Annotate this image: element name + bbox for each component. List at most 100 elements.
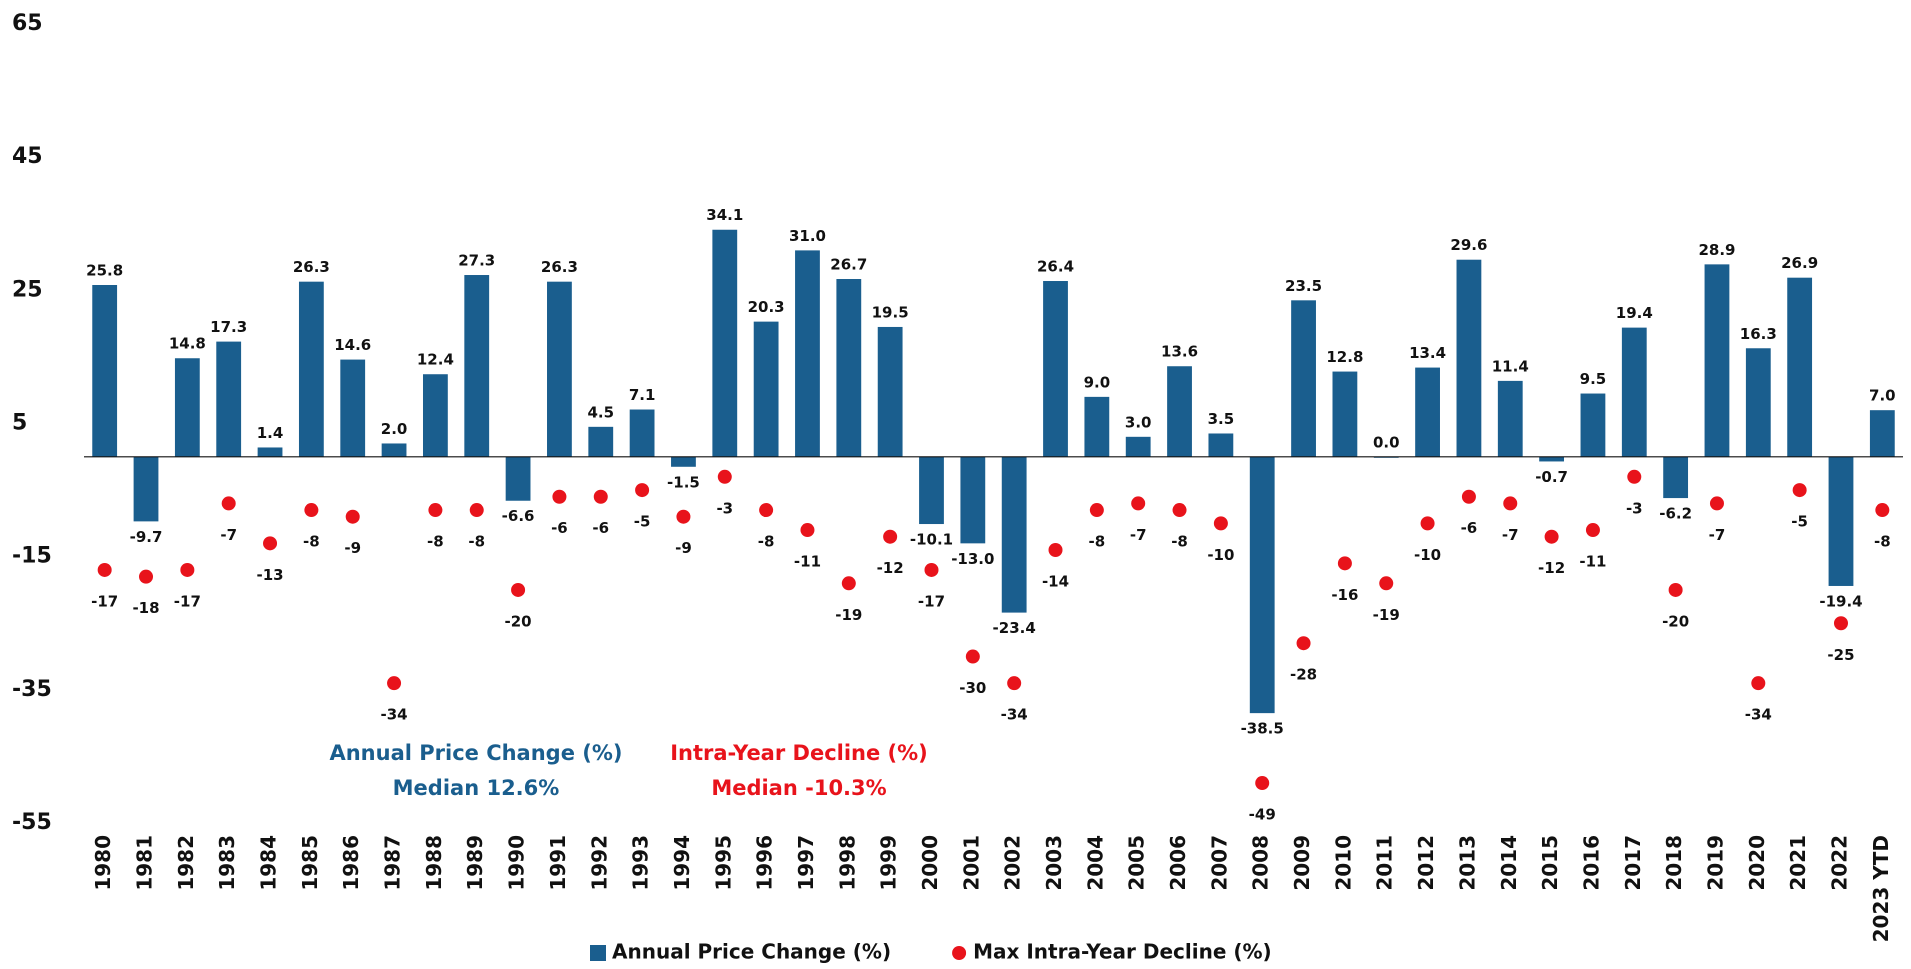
bar xyxy=(1539,456,1565,462)
x-tick-label: 1999 xyxy=(877,835,901,891)
dot xyxy=(593,489,608,504)
dot xyxy=(1255,776,1270,791)
dot-value-label: -13 xyxy=(256,566,283,584)
bar xyxy=(1291,300,1316,457)
legend-label: Max Intra-Year Decline (%) xyxy=(973,940,1272,964)
dot-value-label: -20 xyxy=(505,612,532,630)
bar-value-label: -6.6 xyxy=(502,507,535,525)
x-tick-label: 2000 xyxy=(918,835,942,891)
dot-value-label: -8 xyxy=(1874,533,1891,551)
dot-value-label: -6 xyxy=(592,519,609,537)
bar-value-label: 7.0 xyxy=(1869,387,1896,405)
bar xyxy=(877,326,903,457)
bar-value-label: 19.5 xyxy=(872,303,909,321)
x-tick-label: 2006 xyxy=(1166,835,1190,891)
bar-value-label: 19.4 xyxy=(1616,304,1653,322)
dot-value-label: -18 xyxy=(132,599,159,617)
x-tick-label: 1998 xyxy=(835,835,859,891)
dot xyxy=(1007,676,1022,691)
bar-value-label: 17.3 xyxy=(210,318,247,336)
x-tick-label: 2011 xyxy=(1373,835,1397,891)
y-tick-label: 65 xyxy=(12,11,43,36)
x-tick-label: 2001 xyxy=(959,835,983,891)
bar-value-label: -6.2 xyxy=(1659,505,1692,523)
bar xyxy=(919,456,944,525)
x-tick-label: 2023 YTD xyxy=(1869,835,1893,942)
bar xyxy=(1249,456,1275,714)
x-tick-label: 2009 xyxy=(1290,835,1314,891)
x-tick-label: 1991 xyxy=(546,835,570,891)
dot-value-label: -8 xyxy=(427,533,444,551)
dot-value-label: -11 xyxy=(794,553,821,571)
x-tick-label: 2005 xyxy=(1125,835,1149,891)
bar xyxy=(1167,366,1192,457)
x-tick-label: 1982 xyxy=(174,835,198,891)
bar-value-label: 2.0 xyxy=(381,420,408,438)
bar-value-label: 3.0 xyxy=(1125,413,1152,431)
dot xyxy=(1668,582,1683,597)
dot xyxy=(1172,503,1187,518)
dot xyxy=(883,529,898,544)
bar xyxy=(629,409,655,457)
bar-value-label: 34.1 xyxy=(706,206,743,224)
x-tick-label: 1980 xyxy=(91,835,115,891)
bar-value-label: -10.1 xyxy=(910,531,953,549)
dot-value-label: -7 xyxy=(1709,526,1726,544)
dot xyxy=(1585,523,1600,538)
y-tick-label: -35 xyxy=(12,677,52,702)
bar xyxy=(422,374,448,457)
bar-value-label: 26.3 xyxy=(541,258,578,276)
dot xyxy=(1089,503,1104,518)
bar xyxy=(1869,410,1895,457)
dot-value-label: -10 xyxy=(1207,546,1234,564)
bar-value-label: 27.3 xyxy=(458,252,495,270)
dot xyxy=(1213,516,1228,531)
dot xyxy=(924,562,939,577)
bar-value-label: 26.7 xyxy=(830,256,867,274)
dot-value-label: -30 xyxy=(959,679,986,697)
bar xyxy=(1415,367,1440,457)
x-tick-label: 2008 xyxy=(1249,835,1273,891)
bar-value-label: 23.5 xyxy=(1285,277,1322,295)
bar xyxy=(1125,436,1151,457)
dot-value-label: -19 xyxy=(835,606,862,624)
bar-value-label: 12.8 xyxy=(1326,348,1363,366)
dot xyxy=(841,576,856,591)
bar xyxy=(1497,380,1523,457)
dot-value-label: -3 xyxy=(716,499,733,517)
x-tick-label: 2012 xyxy=(1414,835,1438,891)
dot xyxy=(1751,676,1766,691)
dot-value-label: -17 xyxy=(174,592,201,610)
dot xyxy=(1337,556,1352,571)
bar-value-label: 16.3 xyxy=(1740,325,1777,343)
x-tick-label: 1989 xyxy=(463,835,487,891)
bar-value-label: 13.4 xyxy=(1409,344,1446,362)
dot-value-label: -34 xyxy=(381,706,408,724)
dot xyxy=(1875,503,1890,518)
bar xyxy=(1663,456,1689,499)
bar xyxy=(1001,456,1027,613)
dot-value-label: -28 xyxy=(1290,666,1317,684)
dot-value-label: -11 xyxy=(1579,553,1606,571)
dot-value-label: -14 xyxy=(1042,573,1069,591)
dot xyxy=(97,562,112,577)
dot-value-label: -8 xyxy=(303,533,320,551)
bar-value-label: 20.3 xyxy=(748,298,785,316)
dot-value-label: -20 xyxy=(1662,612,1689,630)
dot-value-label: -8 xyxy=(1171,533,1188,551)
dot xyxy=(139,569,154,584)
dot-value-label: -19 xyxy=(1373,606,1400,624)
bar xyxy=(836,279,862,457)
dot-value-label: -17 xyxy=(918,592,945,610)
dot-value-label: -8 xyxy=(1089,533,1106,551)
dot-value-label: -10 xyxy=(1414,546,1441,564)
bar-value-label: 9.5 xyxy=(1580,370,1607,388)
bar-value-label: 26.9 xyxy=(1781,254,1818,272)
bar-value-label: 29.6 xyxy=(1450,236,1487,254)
bar xyxy=(92,285,118,457)
x-tick-label: 2015 xyxy=(1538,835,1562,891)
dot xyxy=(1048,543,1063,558)
dot-value-label: -17 xyxy=(91,592,118,610)
dot xyxy=(1296,636,1311,651)
